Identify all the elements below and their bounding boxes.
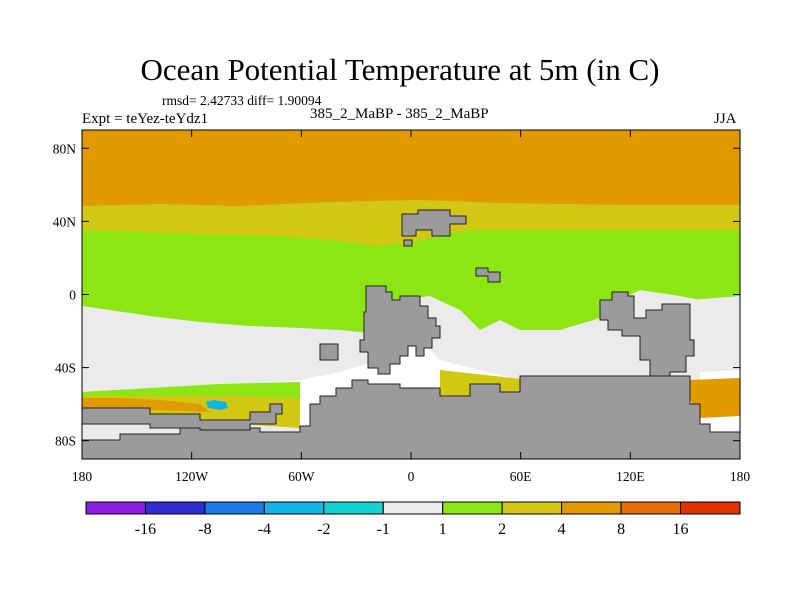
y-tick-label: 80S [55,434,76,449]
experiment-label: Expt = teYez-teYdz1 [82,111,209,127]
x-tick-label: 60W [288,469,315,484]
y-tick-label: 40N [53,214,77,229]
colorbar-label: -16 [135,521,156,538]
colorbar-label: 16 [673,521,689,538]
colorbar-swatch [382,501,444,515]
x-tick-label: 120W [175,469,208,484]
chart-title: Ocean Potential Temperature at 5m (in C) [140,52,660,87]
stats-text: rmsd= 2.42733 diff= 1.90094 [162,93,322,108]
band-neutral-west [82,306,380,392]
colorbar-label: 8 [617,521,625,538]
x-tick-label: 180 [730,469,751,484]
land-eurasia-north [401,209,467,237]
colorbar-swatch [620,501,682,515]
cold-patch [206,400,228,410]
colorbar-label: 2 [498,521,506,538]
x-tick-label: 120E [616,469,645,484]
y-tick-label: 40S [55,361,76,376]
colorbar-label: -2 [317,521,330,538]
x-tick-label: 0 [408,469,415,484]
colorbar-swatch [85,501,146,515]
band-2-4-edge [82,196,740,206]
y-tick-label: 0 [69,288,76,303]
colorbar-swatch [561,501,622,515]
colorbar-swatch [501,501,563,515]
band-southern-orange-east [690,378,740,418]
season-label: JJA [714,111,737,127]
land-peninsula [319,343,339,361]
map-axes: 180 120W 60W 0 60E 120E 180 80N 40N 0 40S 80S [53,130,751,484]
colorbar-swatch [204,501,265,515]
x-tick-label: 180 [72,469,93,484]
colorbar-label: -4 [258,521,271,538]
x-tick-label: 60E [510,469,532,484]
colorbar: -16 -8 -4 -2 -1 1 2 4 8 16 [85,501,741,538]
map-field [82,130,740,459]
colorbar-swatch [442,501,503,515]
colorbar-swatch [680,501,741,515]
colorbar-label: -8 [198,521,211,538]
chart-subtitle: 385_2_MaBP - 385_2_MaBP [310,106,489,122]
land-southern-west [82,403,283,431]
land-island-east [475,267,501,283]
band-neutral-east [690,296,740,372]
colorbar-label: 1 [439,521,447,538]
land-continent-east [599,291,695,377]
land-africa [359,285,441,375]
band-4-8 [82,130,740,209]
colorbar-swatch [323,501,384,515]
colorbar-swatch [263,501,325,515]
land-island-north [403,239,413,247]
colorbar-label: 4 [558,521,566,538]
y-tick-label: 80N [53,141,77,156]
colorbar-label: -1 [377,521,390,538]
land-antarctica [82,375,740,459]
colorbar-swatch [144,501,206,515]
